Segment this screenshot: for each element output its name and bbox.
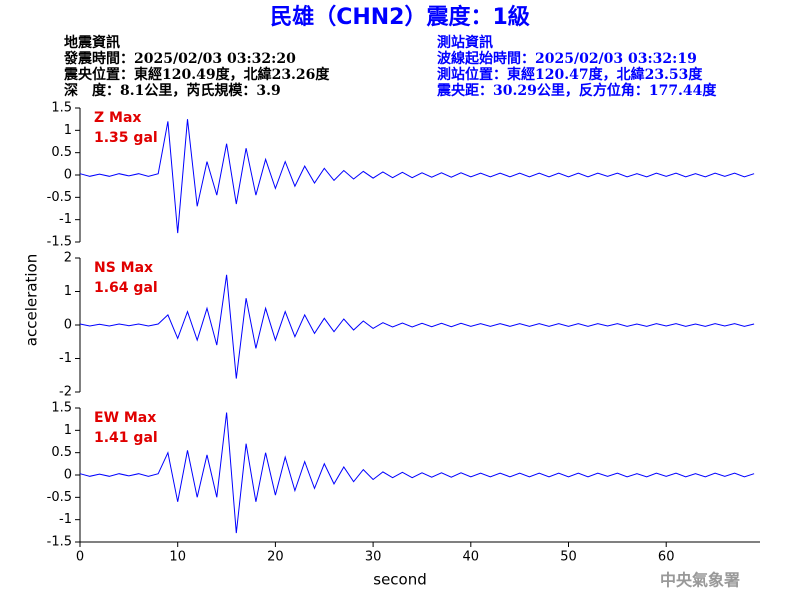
y-tick-label: 0 xyxy=(64,468,72,483)
y-tick-label: -1 xyxy=(59,212,72,227)
y-tick-label: 1 xyxy=(64,423,72,438)
y-tick-label: -0.5 xyxy=(47,190,72,205)
x-tick-label: 20 xyxy=(267,550,284,565)
chart-title: 民雄（CHN2）震度：1級 xyxy=(270,4,530,30)
x-tick-label: 60 xyxy=(658,550,675,565)
y-tick-label: -1 xyxy=(59,512,72,527)
x-tick-label: 50 xyxy=(560,550,577,565)
station-info: 測站位置：東經120.47度，北緯23.53度 xyxy=(437,66,703,83)
station-info: 波線起始時間：2025/02/03 03:32:19 xyxy=(437,50,697,67)
x-tick-label: 40 xyxy=(463,550,480,565)
y-tick-label: 1.5 xyxy=(51,401,72,416)
x-tick-label: 10 xyxy=(169,550,186,565)
waveform xyxy=(79,412,755,534)
max-value: 1.64 gal xyxy=(94,280,158,296)
max-value: 1.35 gal xyxy=(94,130,158,146)
y-tick-label: 0 xyxy=(64,168,72,183)
max-label: NS Max xyxy=(94,260,153,276)
agency-watermark: 中央氣象署 xyxy=(660,571,740,590)
y-tick-label: 0.5 xyxy=(51,145,72,160)
y-tick-label: 1 xyxy=(64,123,72,138)
x-axis-label: second xyxy=(373,571,427,589)
station-info: 測站資訊 xyxy=(437,34,493,51)
y-tick-label: 2 xyxy=(64,251,72,266)
y-tick-label: -2 xyxy=(59,385,72,400)
max-label: EW Max xyxy=(94,410,156,426)
y-tick-label: 1 xyxy=(64,284,72,299)
y-tick-label: -1 xyxy=(59,351,72,366)
waveform xyxy=(79,119,755,234)
y-tick-label: 1.5 xyxy=(51,101,72,116)
y-tick-label: 0 xyxy=(64,318,72,333)
x-tick-label: 0 xyxy=(76,550,84,565)
quake-info: 地震資訊 xyxy=(64,34,120,51)
y-tick-label: -1.5 xyxy=(47,535,72,550)
y-tick-label: -1.5 xyxy=(47,235,72,250)
waveform xyxy=(79,274,755,379)
y-tick-label: -0.5 xyxy=(47,490,72,505)
quake-info: 震央位置：東經120.49度，北緯23.26度 xyxy=(63,66,330,83)
station-info: 震央距：30.29公里，反方位角：177.44度 xyxy=(436,82,717,99)
quake-info: 發震時間：2025/02/03 03:32:20 xyxy=(63,50,296,67)
x-tick-label: 30 xyxy=(365,550,382,565)
max-label: Z Max xyxy=(94,110,141,126)
y-axis-label: acceleration xyxy=(23,254,41,346)
quake-info: 深 度：8.1公里，芮氏規模：3.9 xyxy=(64,82,281,99)
max-value: 1.41 gal xyxy=(94,430,158,446)
y-tick-label: 0.5 xyxy=(51,445,72,460)
